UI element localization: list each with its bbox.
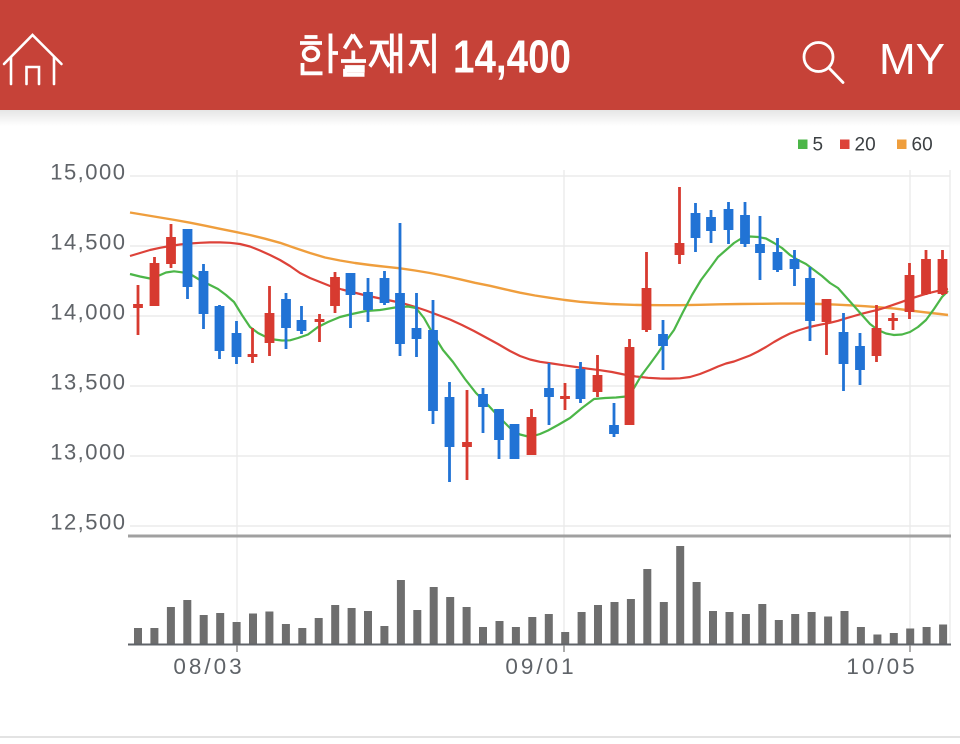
svg-text:08/03: 08/03 (173, 654, 244, 679)
svg-text:60: 60 (912, 135, 933, 156)
svg-text:5: 5 (813, 135, 824, 156)
svg-text:MY: MY (879, 35, 945, 84)
svg-text:12,500: 12,500 (50, 510, 126, 535)
svg-text:09/01: 09/01 (505, 654, 576, 679)
svg-text:14,400: 14,400 (453, 31, 571, 83)
svg-text:13,500: 13,500 (50, 370, 126, 395)
svg-text:13,000: 13,000 (50, 440, 126, 465)
svg-text:15,000: 15,000 (50, 160, 126, 185)
svg-text:14,500: 14,500 (50, 230, 126, 255)
svg-text:20: 20 (855, 135, 876, 156)
svg-text:10/05: 10/05 (846, 654, 917, 679)
svg-text:14,000: 14,000 (50, 300, 126, 325)
